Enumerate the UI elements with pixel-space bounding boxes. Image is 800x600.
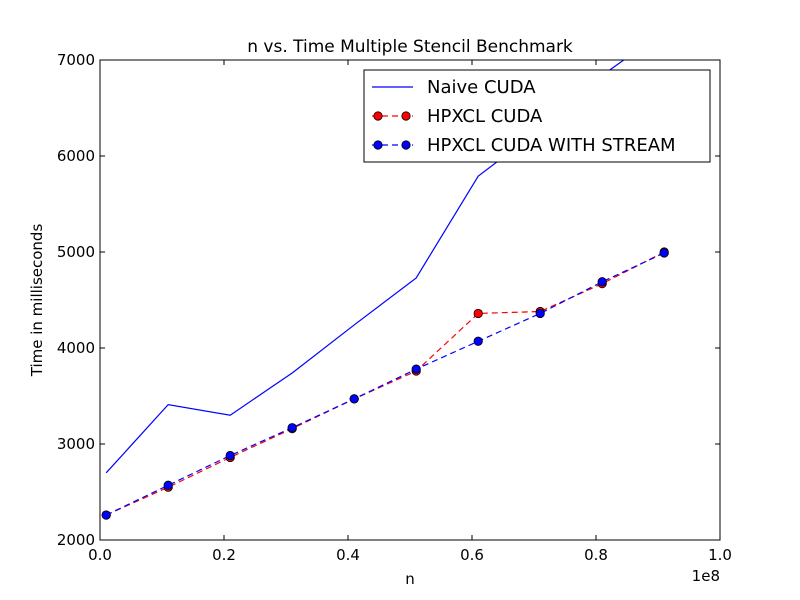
x-tick-label: 0.4 xyxy=(336,546,360,564)
data-point-hpxcl-cuda-with-stream xyxy=(659,248,669,258)
data-point-hpxcl-cuda-with-stream xyxy=(535,308,545,319)
legend-marker-hpxcl-cuda-with-stream xyxy=(401,140,411,150)
ticks-layer: 0.0 0.2 0.4 0.6 0.8 1.0 2000 3000 4000 5000 6000 70… xyxy=(57,51,732,564)
x-scale-label: 1e8 xyxy=(692,567,720,585)
data-point-hpxcl-cuda-with-stream xyxy=(101,510,111,520)
legend: Naive CUDA HPXCL CUDA HPXCL CUDA WITH STRE… xyxy=(363,69,711,163)
chart-title: n vs. Time Multiple Stencil Benchmark xyxy=(247,37,573,57)
plot-frame xyxy=(99,59,721,541)
data-point-hpxcl-cuda xyxy=(473,308,483,319)
data-point-hpxcl-cuda-with-stream xyxy=(287,423,297,433)
y-tick-label: 3000 xyxy=(57,435,95,453)
data-point-hpxcl-cuda-with-stream xyxy=(163,480,173,490)
legend-marker-hpxcl-cuda xyxy=(373,111,383,121)
x-tick-label: 1.0 xyxy=(708,546,732,564)
y-tick-label: 6000 xyxy=(57,147,95,165)
y-tick-label: 7000 xyxy=(57,51,95,69)
data-point-hpxcl-cuda-with-stream xyxy=(225,450,235,461)
legend-frame xyxy=(363,69,711,163)
legend-label-hpxcl-cuda: HPXCL CUDA xyxy=(427,106,543,127)
legend-label-hpxcl-cuda-with-stream: HPXCL CUDA WITH STREAM xyxy=(427,135,676,156)
x-tick-label: 0.8 xyxy=(584,546,608,564)
data-point-hpxcl-cuda-with-stream xyxy=(349,394,359,404)
x-tick-label: 0.0 xyxy=(88,546,112,564)
x-axis-label: n xyxy=(405,570,415,588)
y-axis-label: Time in milliseconds xyxy=(28,224,46,378)
legend-marker-hpxcl-cuda xyxy=(401,111,411,121)
y-tick-label: 2000 xyxy=(57,531,95,549)
x-tick-label: 0.2 xyxy=(212,546,236,564)
y-tick-label: 5000 xyxy=(57,243,95,261)
data-point-hpxcl-cuda-with-stream xyxy=(411,364,421,374)
data-point-hpxcl-cuda-with-stream xyxy=(597,277,607,287)
y-tick-label: 4000 xyxy=(57,339,95,357)
series-line-hpxcl-cuda-with-stream xyxy=(105,252,665,516)
legend-marker-hpxcl-cuda-with-stream xyxy=(373,140,383,150)
series-layer xyxy=(101,60,669,520)
data-point-hpxcl-cuda-with-stream xyxy=(473,336,483,346)
legend-label-naive-cuda: Naive CUDA xyxy=(427,77,536,98)
series-line-hpxcl-cuda xyxy=(105,251,665,516)
x-tick-label: 0.6 xyxy=(460,546,484,564)
